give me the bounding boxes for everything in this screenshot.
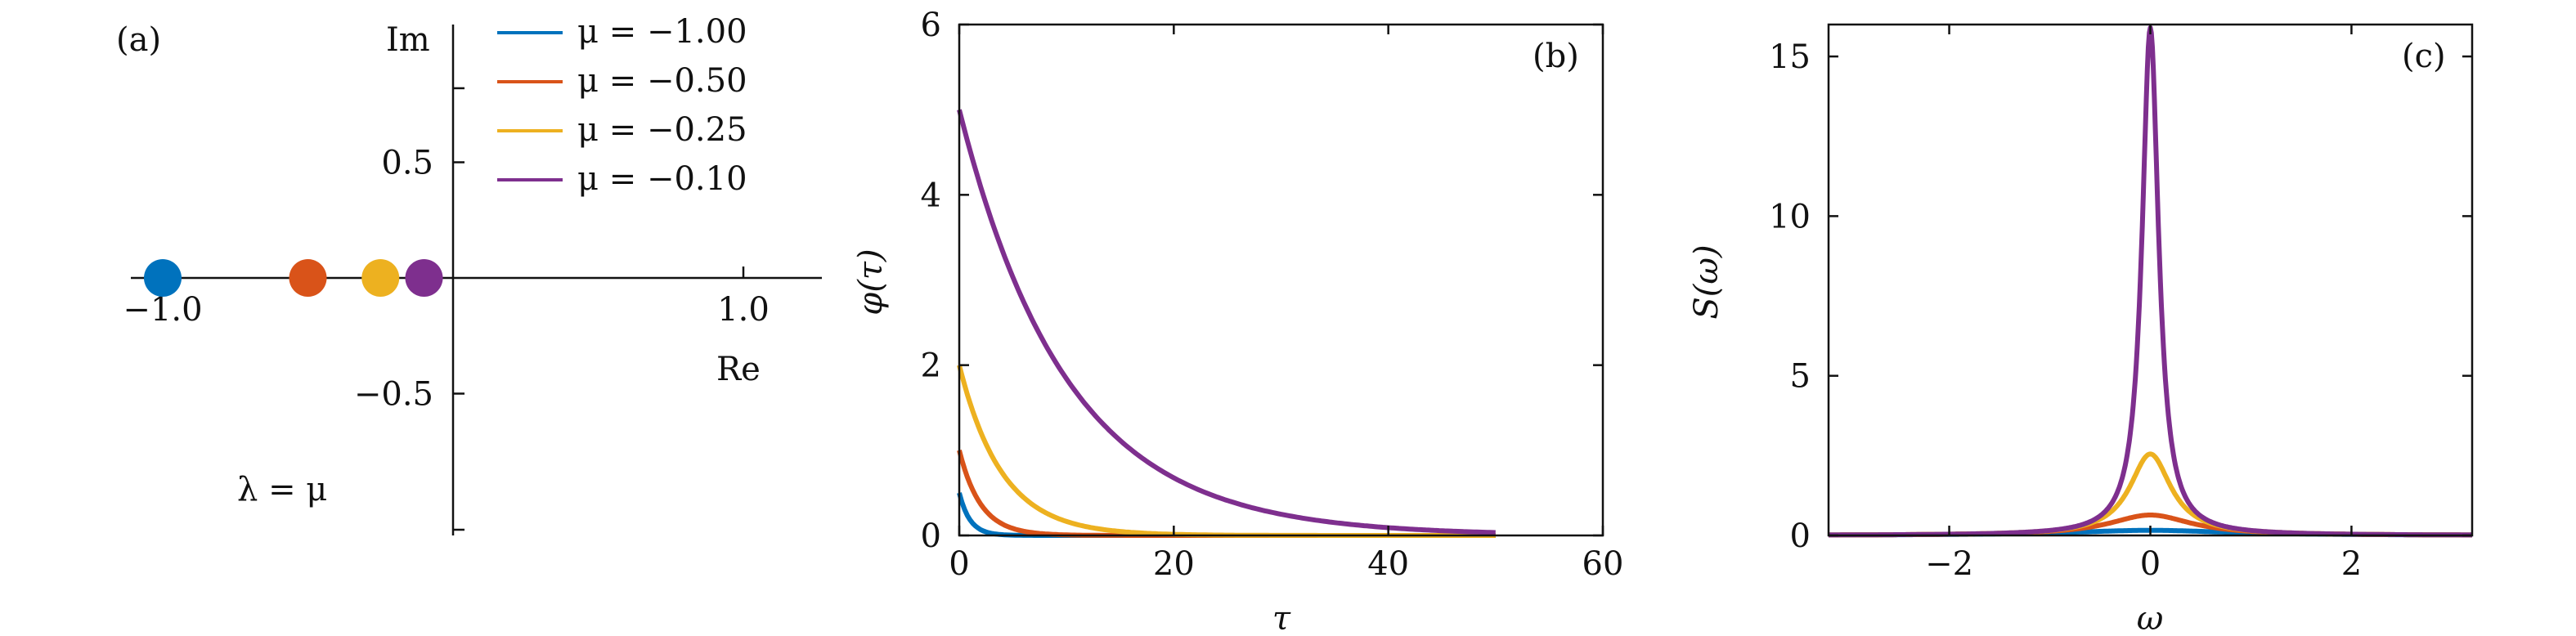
eigenvalue-point-4 [405, 259, 443, 297]
panel-a-label: (a) [116, 21, 161, 59]
panel-b: 0 20 40 60 0 2 4 6 (b) τ φ(τ) [852, 7, 1623, 636]
tick-y-neg-label: −0.5 [354, 376, 433, 414]
legend-label-2: μ = −0.50 [577, 62, 747, 100]
c-xtick-label-1: 0 [2140, 545, 2161, 583]
b-ytick-label-0: 0 [921, 517, 941, 555]
c-ytick-label-2: 10 [1769, 198, 1811, 235]
b-ytick-label-2: 4 [921, 177, 941, 214]
phi-curves [957, 109, 1496, 538]
phi-curve-2 [957, 450, 1496, 538]
c-ytick-label-0: 0 [1790, 517, 1811, 555]
tick-x-neg-label: −1.0 [123, 291, 202, 329]
panel-c: −2 0 2 0 5 10 15 (c) ω S(ω) [1688, 23, 2474, 636]
eigenvalue-points [144, 259, 443, 297]
im-axis-label: Im [386, 21, 430, 59]
panel-b-frame [958, 23, 1604, 537]
eigenvalue-point-3 [361, 259, 400, 297]
b-xtick-label-3: 60 [1582, 545, 1624, 583]
phi-curve-3 [957, 364, 1496, 538]
b-ytick-label-1: 2 [921, 347, 941, 385]
panel-b-ticks: 0 20 40 60 0 2 4 6 [921, 7, 1624, 583]
legend-label-4: μ = −0.10 [577, 160, 747, 198]
panel-b-label: (b) [1533, 38, 1579, 75]
b-xtick-label-1: 20 [1153, 545, 1195, 583]
phi-curve-4 [957, 109, 1496, 535]
eigenvalue-point-1 [144, 259, 182, 297]
eigenvalue-point-2 [289, 259, 327, 297]
b-xtick-label-0: 0 [949, 545, 969, 583]
legend-label-3: μ = −0.25 [577, 111, 747, 149]
legend: μ = −1.00 μ = −0.50 μ = −0.25 μ = −0.10 [497, 13, 747, 198]
lambda-equals-mu: λ = μ [237, 471, 327, 508]
spectrum-curve-4 [1827, 25, 2474, 538]
c-ytick-label-1: 5 [1790, 358, 1811, 396]
tick-y-pos-label: 0.5 [381, 145, 433, 182]
phi-axis-label: φ(τ) [852, 249, 890, 315]
panel-c-frame [1827, 23, 2474, 537]
c-ytick-label-3: 15 [1769, 38, 1811, 76]
panel-c-ticks: −2 0 2 0 5 10 15 [1769, 25, 2472, 583]
s-axis-label: S(ω) [1688, 244, 1726, 319]
re-axis-label: Re [716, 351, 761, 388]
b-ytick-label-3: 6 [921, 7, 941, 44]
tau-axis-label: τ [1272, 600, 1291, 636]
c-xtick-label-0: −2 [1925, 545, 1973, 583]
panel-a: (a) Im Re λ = μ −1.0 1.0 0.5 −0.5 μ = −1.00… [116, 13, 822, 535]
tick-x-pos-label: 1.0 [717, 291, 770, 329]
omega-axis-label: ω [2137, 600, 2164, 636]
legend-label-1: μ = −1.00 [577, 13, 747, 51]
b-xtick-label-2: 40 [1367, 545, 1409, 583]
c-xtick-label-2: 2 [2341, 545, 2362, 583]
panel-a-ticks: −1.0 1.0 0.5 −0.5 [123, 87, 770, 531]
panel-c-label: (c) [2402, 38, 2446, 75]
spectrum-curve-3 [1827, 451, 2474, 538]
spectrum-curves [1827, 25, 2474, 538]
